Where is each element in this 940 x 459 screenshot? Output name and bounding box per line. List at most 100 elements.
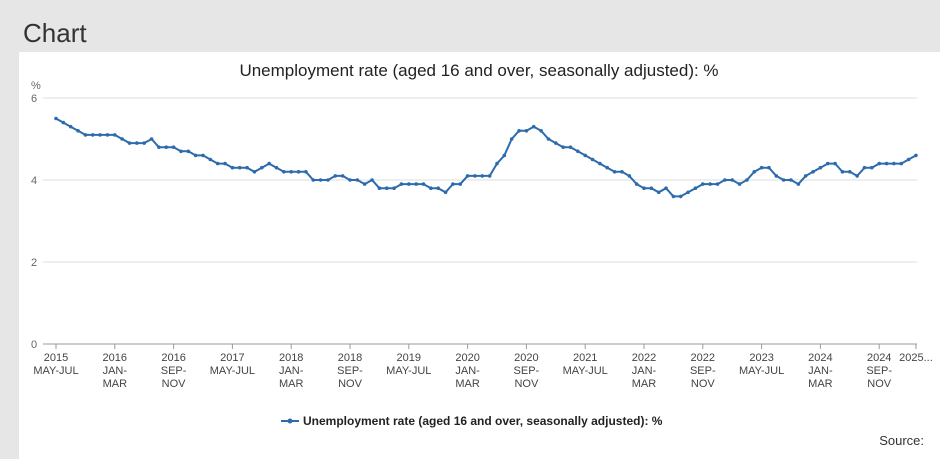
data-point[interactable]	[164, 145, 169, 149]
data-point[interactable]	[502, 153, 507, 158]
data-point[interactable]	[333, 174, 338, 178]
data-point[interactable]	[237, 165, 242, 170]
data-point[interactable]	[201, 153, 205, 158]
data-point[interactable]	[443, 190, 448, 195]
data-point[interactable]	[612, 170, 617, 174]
data-point[interactable]	[803, 174, 808, 178]
data-point[interactable]	[531, 124, 536, 129]
data-point[interactable]	[384, 186, 389, 190]
data-point[interactable]	[171, 145, 176, 149]
data-point[interactable]	[458, 182, 463, 186]
data-point[interactable]	[98, 133, 102, 137]
data-point[interactable]	[877, 161, 881, 166]
data-point[interactable]	[318, 178, 323, 182]
data-point[interactable]	[554, 141, 558, 145]
data-point[interactable]	[487, 174, 492, 178]
data-point[interactable]	[230, 165, 235, 170]
data-point[interactable]	[245, 165, 249, 170]
data-point[interactable]	[576, 149, 580, 154]
data-point[interactable]	[796, 182, 801, 186]
data-point[interactable]	[186, 149, 191, 154]
data-point[interactable]	[789, 178, 793, 182]
data-point[interactable]	[113, 133, 117, 137]
data-point[interactable]	[407, 182, 411, 186]
data-point[interactable]	[701, 182, 705, 186]
data-point[interactable]	[708, 182, 712, 186]
data-point[interactable]	[76, 129, 80, 133]
data-point[interactable]	[296, 170, 301, 174]
data-point[interactable]	[260, 165, 264, 170]
data-point[interactable]	[745, 178, 749, 182]
data-point[interactable]	[252, 170, 257, 174]
data-point[interactable]	[598, 161, 602, 166]
data-point[interactable]	[68, 124, 73, 129]
data-point[interactable]	[825, 161, 830, 166]
data-point[interactable]	[767, 165, 771, 170]
data-point[interactable]	[340, 174, 345, 178]
data-point[interactable]	[693, 186, 698, 190]
data-point[interactable]	[862, 165, 867, 170]
data-point[interactable]	[656, 190, 661, 195]
data-point[interactable]	[142, 141, 146, 145]
data-point[interactable]	[304, 170, 308, 174]
data-point[interactable]	[54, 116, 58, 121]
data-point[interactable]	[223, 161, 227, 166]
data-point[interactable]	[833, 161, 837, 166]
data-point[interactable]	[774, 174, 779, 178]
data-point[interactable]	[421, 182, 426, 186]
data-point[interactable]	[840, 170, 845, 174]
data-point[interactable]	[127, 141, 132, 145]
data-point[interactable]	[429, 186, 433, 190]
data-point[interactable]	[855, 174, 859, 178]
data-point[interactable]	[539, 129, 543, 133]
data-point[interactable]	[473, 174, 477, 178]
data-point[interactable]	[524, 129, 529, 133]
data-point[interactable]	[583, 153, 587, 158]
data-point[interactable]	[370, 178, 374, 182]
legend[interactable]: Unemployment rate (aged 16 and over, sea…	[281, 414, 663, 428]
data-point[interactable]	[267, 161, 271, 166]
data-point[interactable]	[686, 190, 690, 195]
data-point[interactable]	[465, 174, 470, 178]
data-point[interactable]	[752, 170, 757, 174]
data-point[interactable]	[870, 165, 874, 170]
data-point[interactable]	[377, 186, 382, 190]
data-point[interactable]	[215, 161, 220, 166]
data-point[interactable]	[561, 145, 565, 149]
data-point[interactable]	[83, 133, 88, 137]
data-point[interactable]	[781, 178, 786, 182]
data-point[interactable]	[90, 133, 95, 137]
data-point[interactable]	[906, 157, 911, 162]
data-point[interactable]	[811, 170, 815, 174]
data-point[interactable]	[568, 145, 573, 149]
data-point[interactable]	[723, 178, 727, 182]
data-point[interactable]	[392, 186, 396, 190]
data-point[interactable]	[274, 165, 279, 170]
data-point[interactable]	[135, 141, 139, 145]
data-point[interactable]	[311, 178, 316, 182]
data-point[interactable]	[208, 157, 213, 162]
data-point[interactable]	[355, 178, 360, 182]
data-point[interactable]	[914, 153, 918, 158]
data-point[interactable]	[737, 182, 742, 186]
data-point[interactable]	[848, 170, 852, 174]
data-point[interactable]	[671, 194, 676, 199]
data-point[interactable]	[649, 186, 654, 190]
data-point[interactable]	[620, 170, 624, 174]
data-point[interactable]	[348, 178, 352, 182]
data-point[interactable]	[414, 182, 418, 186]
data-point[interactable]	[884, 161, 889, 166]
data-point[interactable]	[282, 170, 286, 174]
data-point[interactable]	[627, 174, 632, 178]
data-point[interactable]	[517, 129, 521, 133]
data-point[interactable]	[590, 157, 595, 162]
data-point[interactable]	[61, 120, 66, 125]
data-point[interactable]	[480, 174, 485, 178]
data-point[interactable]	[678, 194, 683, 199]
data-point[interactable]	[892, 161, 896, 166]
data-point[interactable]	[664, 186, 668, 190]
data-point[interactable]	[289, 170, 294, 174]
data-point[interactable]	[495, 161, 499, 166]
data-point[interactable]	[759, 165, 764, 170]
data-point[interactable]	[642, 186, 646, 190]
